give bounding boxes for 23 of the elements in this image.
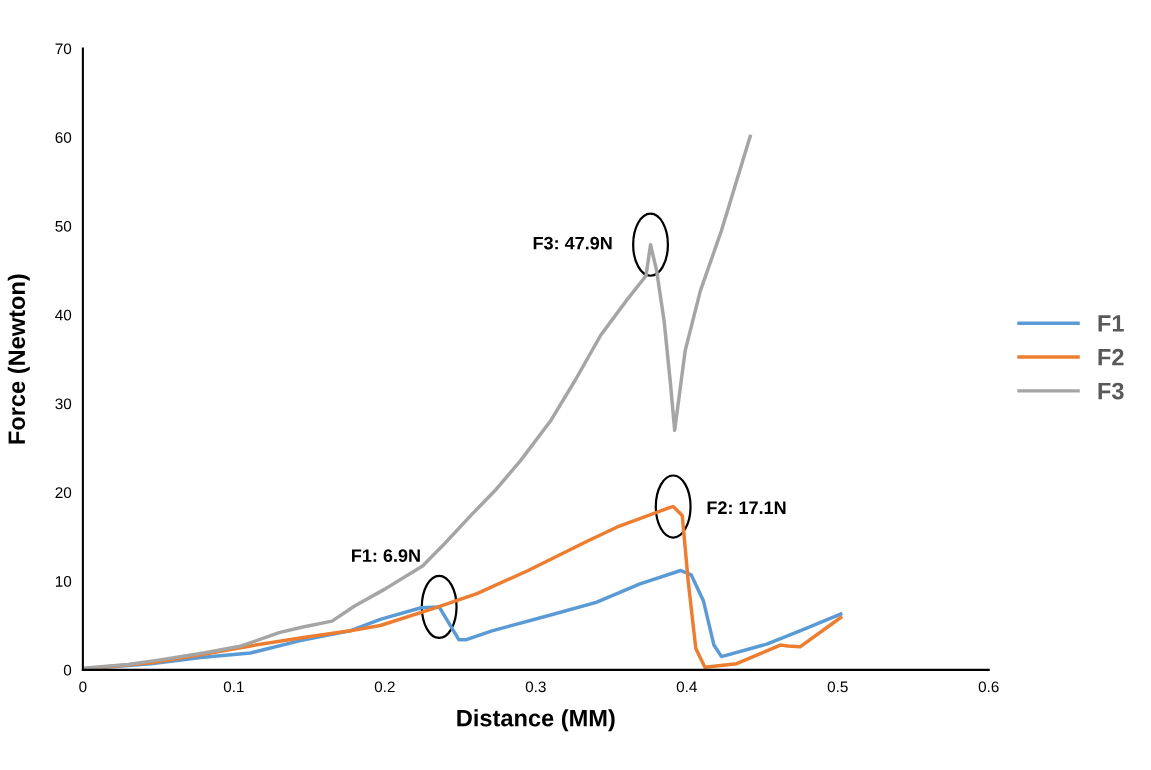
annotation: F2: 17.1N <box>707 501 786 514</box>
y-tick-label: 20 <box>55 487 72 499</box>
x-tick-label: 0.6 <box>978 681 999 693</box>
x-tick-label: 0.1 <box>223 681 244 693</box>
x-tick-label: 0.5 <box>827 681 848 693</box>
y-axis-title: Force (Newton) <box>7 274 30 444</box>
x-tick-label: 0 <box>79 681 87 693</box>
legend-label: F3 <box>1098 382 1124 400</box>
y-tick-label: 60 <box>55 132 72 143</box>
y-tick-label: 0 <box>63 664 72 676</box>
legend-label: F2 <box>1098 348 1124 366</box>
legend-label: F1 <box>1098 315 1124 332</box>
y-tick-label: 40 <box>55 309 72 321</box>
y-tick-label: 50 <box>55 220 72 232</box>
x-tick-label: 0.3 <box>525 681 546 693</box>
x-tick-label: 0.2 <box>374 681 395 693</box>
annotation: F1: 6.9N <box>352 549 420 563</box>
y-tick-label: 30 <box>55 398 72 410</box>
y-tick-label: 70 <box>55 43 72 55</box>
annotation: F3: 47.9N <box>533 236 612 250</box>
x-tick-label: 0.4 <box>676 681 697 693</box>
x-axis-title: Distance (MM) <box>457 709 615 732</box>
y-tick-label: 10 <box>55 576 72 587</box>
